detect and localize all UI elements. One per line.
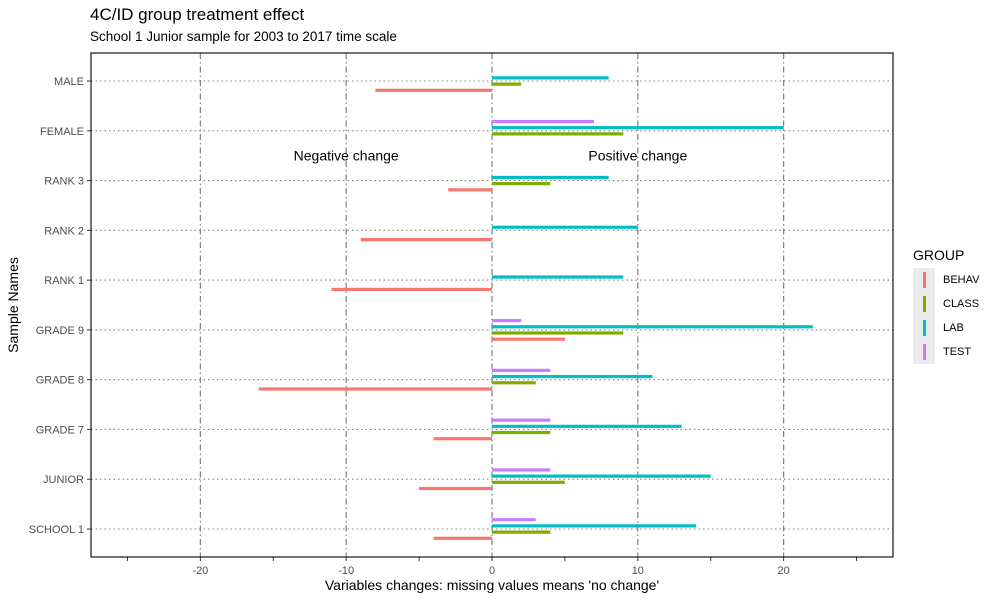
y-tick-label: RANK 3 bbox=[44, 176, 84, 188]
chart-subtitle: School 1 Junior sample for 2003 to 2017 … bbox=[90, 29, 397, 44]
bar-class bbox=[492, 182, 551, 186]
bar-class bbox=[492, 82, 522, 86]
legend-key bbox=[913, 292, 935, 316]
legend-item: LAB bbox=[913, 316, 979, 340]
bar-test bbox=[492, 518, 536, 522]
bar-test bbox=[492, 318, 522, 323]
y-axis-title: Sample Names bbox=[5, 257, 21, 353]
legend-swatch bbox=[923, 272, 926, 288]
bar-class bbox=[492, 132, 624, 136]
bar-behav bbox=[331, 287, 492, 292]
y-tick-label: GRADE 9 bbox=[36, 325, 84, 337]
bar-behav bbox=[360, 238, 492, 242]
legend-key bbox=[913, 316, 935, 340]
y-tick-label: FEMALE bbox=[40, 126, 84, 138]
bar-behav bbox=[419, 486, 492, 491]
annotation-positive-change: Positive change bbox=[588, 148, 687, 164]
legend-label: LAB bbox=[943, 322, 964, 334]
bar-class bbox=[492, 530, 551, 534]
x-tick-label: 0 bbox=[489, 565, 495, 577]
grid-layer bbox=[91, 53, 893, 557]
legend-label: TEST bbox=[943, 346, 972, 358]
legend-item: CLASS bbox=[913, 292, 979, 316]
annotation-negative-change: Negative change bbox=[294, 148, 399, 164]
bar-behav bbox=[375, 88, 492, 92]
bar-behav bbox=[492, 337, 565, 341]
x-tick-label: 20 bbox=[778, 565, 790, 577]
bar-lab bbox=[492, 524, 697, 528]
legend-item: BEHAV bbox=[913, 268, 979, 292]
chart-title: 4C/ID group treatment effect bbox=[90, 5, 305, 24]
y-tick-label: SCHOOL 1 bbox=[29, 524, 84, 536]
y-tick-label: MALE bbox=[54, 76, 84, 88]
legend-key bbox=[913, 340, 935, 364]
bar-test bbox=[492, 119, 595, 124]
x-axis-title: Variables changes: missing values means … bbox=[325, 577, 659, 593]
bar-class bbox=[492, 331, 624, 335]
bar-test bbox=[492, 368, 551, 372]
x-tick-label: 10 bbox=[632, 565, 644, 577]
bar-test bbox=[492, 418, 551, 422]
legend: GROUP BEHAV CLASS LAB TEST bbox=[913, 247, 979, 364]
annotation-layer: Negative change Positive change bbox=[294, 148, 688, 164]
bar-class bbox=[492, 480, 565, 484]
legend-items: BEHAV CLASS LAB TEST bbox=[913, 268, 979, 364]
axis-layer: -20 -10 0 10 20 SCHOOL 1 JUNIOR GRADE 7 GRADE 8 G… bbox=[5, 52, 894, 593]
legend-swatch bbox=[923, 296, 926, 312]
bar-behav bbox=[433, 437, 492, 441]
bar-class bbox=[492, 381, 536, 385]
bar-lab bbox=[492, 76, 609, 80]
bar-lab bbox=[492, 126, 784, 130]
legend-label: BEHAV bbox=[943, 274, 980, 286]
y-tick-label: RANK 1 bbox=[44, 275, 84, 287]
bar-behav bbox=[448, 188, 492, 192]
bar-lab bbox=[492, 424, 682, 428]
legend-label: CLASS bbox=[943, 298, 980, 310]
legend-swatch bbox=[923, 320, 926, 336]
bar-lab bbox=[492, 374, 653, 379]
bars-layer bbox=[258, 76, 813, 540]
x-tick-label: -20 bbox=[192, 565, 208, 577]
bar-lab bbox=[492, 325, 813, 329]
bar-lab bbox=[492, 175, 609, 180]
legend-key bbox=[913, 268, 935, 292]
legend-title: GROUP bbox=[913, 247, 965, 263]
bar-lab bbox=[492, 275, 624, 279]
legend-item: TEST bbox=[913, 340, 979, 364]
bar-behav bbox=[258, 387, 492, 391]
bar-lab bbox=[492, 225, 638, 229]
bar-lab bbox=[492, 474, 711, 478]
y-tick-label: JUNIOR bbox=[43, 474, 84, 486]
bar-class bbox=[492, 430, 551, 435]
bar-test bbox=[492, 468, 551, 472]
y-tick-label: GRADE 8 bbox=[36, 375, 84, 387]
x-tick-label: -10 bbox=[338, 565, 354, 577]
legend-swatch bbox=[923, 344, 926, 360]
y-tick-label: GRADE 7 bbox=[36, 424, 84, 436]
y-tick-label: RANK 2 bbox=[44, 225, 84, 237]
bar-behav bbox=[433, 536, 492, 540]
